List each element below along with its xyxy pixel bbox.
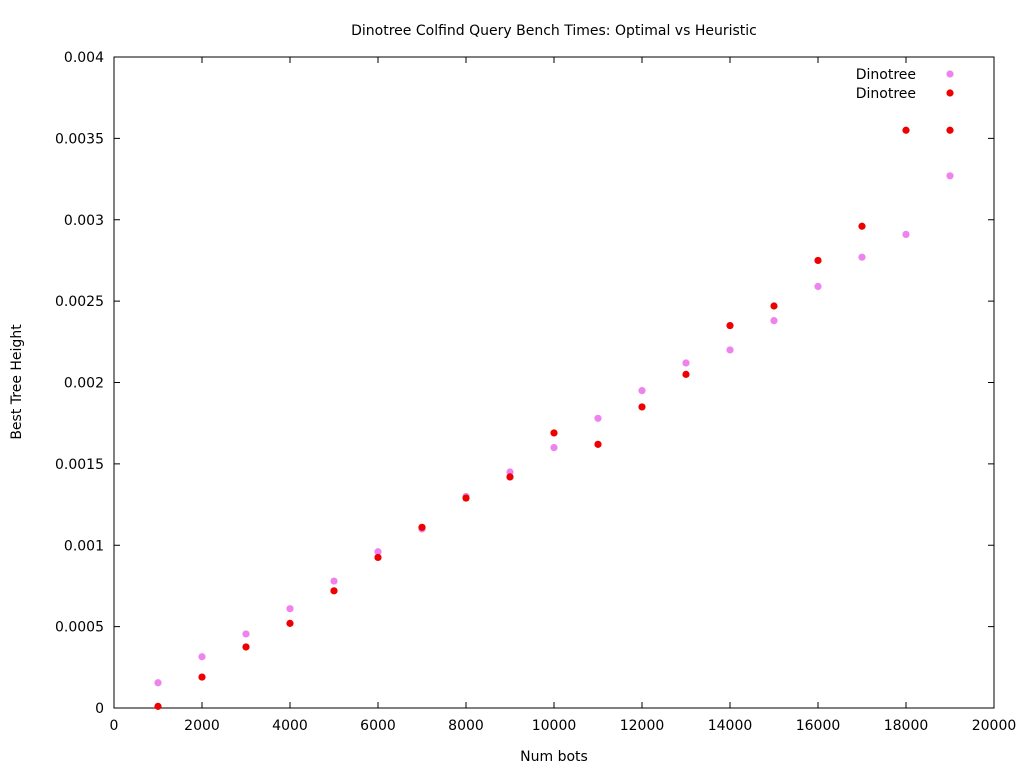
x-tick-label: 12000: [620, 718, 665, 734]
x-axis-label: Num bots: [520, 749, 588, 765]
y-tick-label: 0.0005: [55, 620, 104, 636]
legend-label: Dinotree: [856, 86, 916, 102]
series-1-point: [242, 630, 250, 638]
series-2-point: [814, 256, 822, 265]
series-1-point: [330, 577, 338, 585]
x-tick-label: 16000: [796, 718, 841, 734]
legend-marker: [946, 89, 954, 97]
series-2-point: [330, 587, 338, 595]
x-tick-label: 18000: [884, 718, 929, 734]
series-2-point: [858, 222, 866, 230]
x-tick-label: 20000: [972, 718, 1017, 734]
series-2-point: [726, 321, 734, 330]
series-2-point: [594, 440, 602, 448]
y-tick-label: 0: [95, 701, 104, 717]
series-1-point: [858, 253, 866, 261]
series-1: [154, 172, 954, 687]
series-1-point: [154, 679, 162, 687]
y-tick-label: 0.0015: [55, 457, 104, 473]
series-1-point: [770, 317, 778, 325]
series-1-point: [286, 605, 294, 613]
series-1-point: [198, 653, 206, 661]
series-2-point: [682, 370, 690, 378]
x-tick-label: 4000: [272, 718, 308, 734]
x-tick-label: 8000: [448, 718, 484, 734]
series-2-point: [902, 126, 910, 134]
series-2-point: [418, 523, 426, 531]
series-2-point: [286, 619, 294, 627]
series-1-point: [814, 282, 822, 291]
y-tick-label: 0.004: [64, 50, 104, 66]
series-2-point: [242, 643, 250, 651]
series-2: [154, 126, 954, 710]
y-tick-label: 0.0035: [55, 131, 104, 147]
series-2-point: [374, 553, 382, 562]
y-axis: 0 0.0005 0.001 0.0015 0.002 0.0025 0.003 0.0035…: [55, 50, 994, 717]
series-1-point: [550, 444, 558, 452]
x-tick-label: 6000: [360, 718, 396, 734]
series-2-point: [198, 673, 206, 681]
series-1-point: [902, 230, 910, 238]
y-tick-label: 0.003: [64, 213, 104, 229]
series-1-point: [374, 548, 382, 556]
series-2-point: [506, 473, 514, 481]
x-tick-label: 14000: [708, 718, 753, 734]
y-tick-label: 0.0025: [55, 294, 104, 310]
series-1-point: [682, 359, 690, 367]
y-axis-label: Best Tree Height: [9, 324, 25, 440]
legend-marker: [946, 70, 954, 78]
x-axis: 0 2000 4000 6000 8000 10000 12000 14000 16000 180…: [110, 57, 1017, 734]
chart-title: Dinotree Colfind Query Bench Times: Opti…: [351, 23, 757, 39]
x-tick-label: 10000: [532, 718, 577, 734]
legend: Dinotree Dinotree: [856, 67, 954, 102]
series-2-point: [770, 302, 778, 310]
series-2-point: [154, 702, 162, 710]
series-2-point: [550, 429, 558, 437]
series-1-point: [594, 414, 602, 422]
x-tick-label: 0: [110, 718, 119, 734]
y-tick-label: 0.002: [64, 376, 104, 392]
legend-label: Dinotree: [856, 67, 916, 83]
x-tick-label: 2000: [184, 718, 220, 734]
series-2-point: [946, 126, 954, 134]
series-1-point: [638, 387, 646, 395]
series-1-point: [726, 346, 734, 354]
series-2-point: [638, 403, 646, 411]
series-1-point: [946, 172, 954, 180]
series-2-point: [462, 494, 470, 502]
data-points: [154, 126, 954, 710]
y-tick-label: 0.001: [64, 538, 104, 554]
